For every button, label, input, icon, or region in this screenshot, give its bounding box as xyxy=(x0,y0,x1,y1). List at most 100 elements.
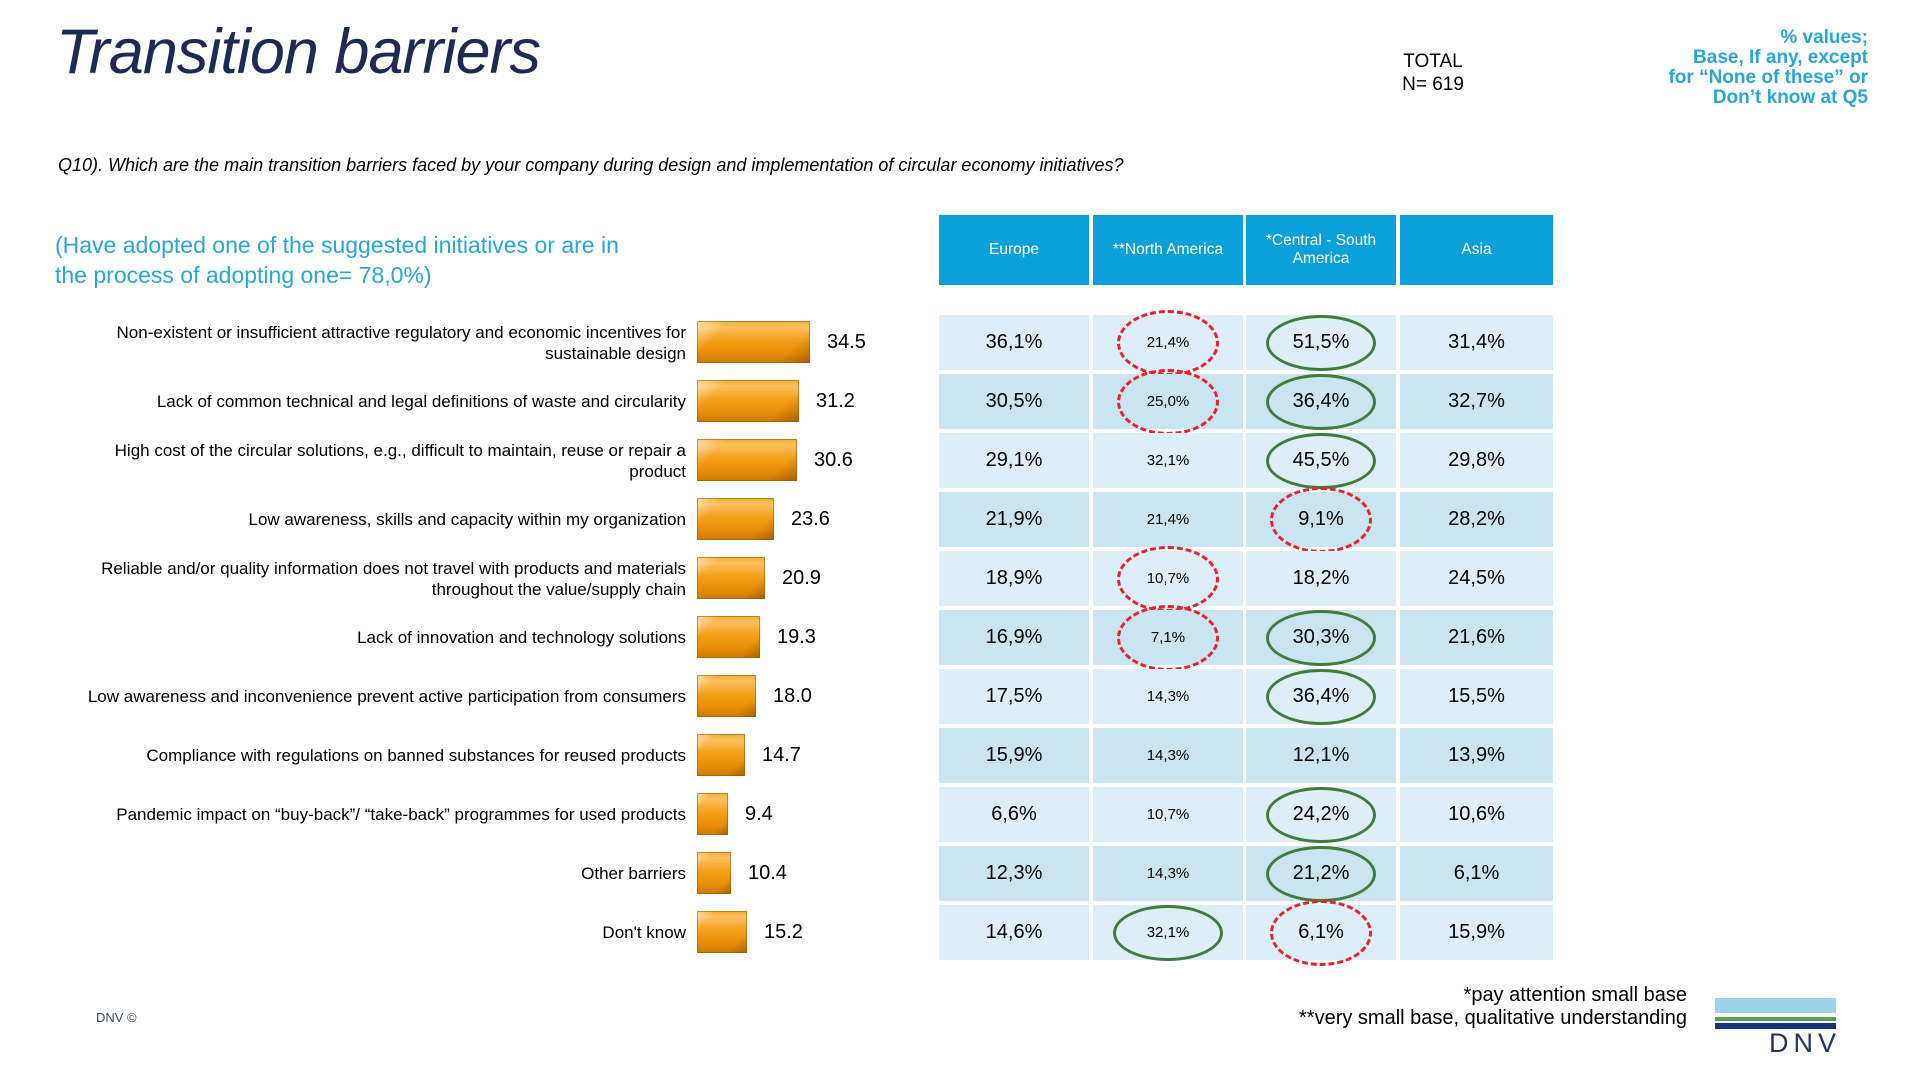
table-cell: 32,7% xyxy=(1400,374,1553,429)
footnote-small-base: *pay attention small base xyxy=(1463,984,1687,1006)
values-note-line: Don’t know at Q5 xyxy=(1712,87,1868,108)
dnv-logo-text: DNV xyxy=(1768,1028,1841,1058)
table-cell: 14,3% xyxy=(1093,846,1243,901)
table-cell: 18,2% xyxy=(1246,551,1396,606)
cell-value: 14,6% xyxy=(985,921,1043,943)
values-note: % values; Base, If any, except for “None… xyxy=(1448,28,1868,108)
bar-row: Compliance with regulations on banned su… xyxy=(0,728,900,783)
table-header-label: **North America xyxy=(1112,241,1224,258)
table-header-cell: **North America xyxy=(1093,215,1243,285)
table-header-cell: Europe xyxy=(939,215,1089,285)
dnv-logo-bar-lightblue xyxy=(1715,998,1836,1013)
bar xyxy=(697,498,774,540)
table-cell: 36,1% xyxy=(939,315,1089,370)
bar-category-label: Lack of common technical and legal defin… xyxy=(156,392,686,411)
table-cell: 51,5% xyxy=(1246,314,1396,371)
dnv-logo-bar-navy xyxy=(1715,1023,1836,1029)
bar-row: Low awareness, skills and capacity withi… xyxy=(0,492,900,547)
cell-value: 16,9% xyxy=(985,626,1043,648)
adoption-note-line: the process of adopting one= 78,0%) xyxy=(55,262,432,288)
cell-value: 6,1% xyxy=(1453,862,1500,884)
cell-value: 12,1% xyxy=(1292,744,1350,766)
bar-category-label: High cost of the circular solutions, e.g… xyxy=(114,440,686,481)
table-cell: 13,9% xyxy=(1400,728,1553,783)
values-note-line: Base, If any, except xyxy=(1693,47,1868,68)
table-cell: 10,6% xyxy=(1400,787,1553,842)
bar xyxy=(697,616,760,658)
adoption-note: (Have adopted one of the suggested initi… xyxy=(55,230,675,290)
bar-category-label: Low awareness and inconvenience prevent … xyxy=(87,687,686,706)
table-cell: 29,8% xyxy=(1400,433,1553,488)
bar xyxy=(697,557,765,599)
cell-value: 10,7% xyxy=(1146,806,1190,823)
cell-value: 32,1% xyxy=(1146,924,1190,941)
adoption-note-line: (Have adopted one of the suggested initi… xyxy=(55,232,619,258)
cell-value: 14,3% xyxy=(1146,865,1190,882)
table-cell: 15,9% xyxy=(939,728,1089,783)
table-cell: 15,5% xyxy=(1400,669,1553,724)
bar xyxy=(697,734,745,776)
cell-value: 10,6% xyxy=(1448,803,1505,825)
dnv-logo-bar-green xyxy=(1715,1017,1836,1021)
table-cell: 14,3% xyxy=(1093,728,1243,783)
table-cell: 6,1% xyxy=(1400,846,1553,901)
cell-value: 31,4% xyxy=(1448,331,1505,353)
bar-value-label: 31.2 xyxy=(816,390,855,412)
table-header-cell: Asia xyxy=(1400,215,1553,285)
cell-value: 14,3% xyxy=(1146,688,1190,705)
cell-value: 51,5% xyxy=(1292,331,1350,353)
bar xyxy=(697,793,728,835)
cell-value: 21,2% xyxy=(1292,862,1350,884)
bar-category-label: Lack of innovation and technology soluti… xyxy=(357,628,686,647)
cell-value: 29,1% xyxy=(985,449,1043,471)
bar-value-label: 19.3 xyxy=(777,626,816,648)
bar-row: Other barriers 10.4 xyxy=(0,846,900,901)
table-cell: 36,4% xyxy=(1246,373,1396,430)
bar-value-label: 10.4 xyxy=(748,862,787,884)
table-cell: 14,3% xyxy=(1093,669,1243,724)
bar xyxy=(697,852,731,894)
cell-value: 15,5% xyxy=(1448,685,1505,707)
question-text: Q10). Which are the main transition barr… xyxy=(58,155,1124,175)
cell-value: 29,8% xyxy=(1448,449,1505,471)
bar-category-label: Other barriers xyxy=(581,864,686,883)
table-cell: 36,4% xyxy=(1246,668,1396,725)
table-cell: 6,1% xyxy=(1246,899,1396,966)
table-cell: 6,6% xyxy=(939,787,1089,842)
table-cell: 30,5% xyxy=(939,374,1089,429)
table-header-label: *Central - South America xyxy=(1265,232,1377,267)
cell-value: 45,5% xyxy=(1292,449,1350,471)
cell-value: 24,2% xyxy=(1292,803,1350,825)
cell-value: 13,9% xyxy=(1448,744,1505,766)
cell-value: 30,3% xyxy=(1292,626,1350,648)
cell-value: 18,9% xyxy=(985,567,1043,589)
bar-row: Lack of innovation and technology soluti… xyxy=(0,610,900,665)
cell-value: 21,6% xyxy=(1448,626,1505,648)
bar xyxy=(697,439,797,481)
cell-value: 21,9% xyxy=(985,508,1043,530)
bar-category-label: Don't know xyxy=(602,923,686,942)
page-title: Transition barriers xyxy=(56,17,541,87)
table-cell: 10,7% xyxy=(1093,545,1243,612)
table-cell: 21,4% xyxy=(1093,309,1243,376)
cell-value: 6,1% xyxy=(1298,921,1344,943)
table-header-label: Asia xyxy=(1461,241,1492,258)
dnv-copyright: DNV © xyxy=(96,1010,137,1025)
cell-value: 21,4% xyxy=(1146,334,1190,351)
table-cell: 21,9% xyxy=(939,492,1089,547)
bar-category-label: Reliable and/or quality information does… xyxy=(101,558,686,599)
bar-value-label: 34.5 xyxy=(827,331,866,353)
cell-value: 12,3% xyxy=(985,862,1043,884)
bar-row: Low awareness and inconvenience prevent … xyxy=(0,669,900,724)
table-cell: 31,4% xyxy=(1400,315,1553,370)
cell-value: 32,7% xyxy=(1448,390,1505,412)
table-cell: 9,1% xyxy=(1246,486,1396,553)
dnv-logo: DNV xyxy=(1715,998,1836,1058)
values-note-line: for “None of these” or xyxy=(1668,67,1868,88)
cell-value: 6,6% xyxy=(991,803,1037,825)
cell-value: 17,5% xyxy=(985,685,1043,707)
values-note-line: % values; xyxy=(1780,27,1868,48)
bar-row: Don't know 15.2 xyxy=(0,905,900,960)
table-cell: 18,9% xyxy=(939,551,1089,606)
table-cell: 32,1% xyxy=(1093,904,1243,961)
